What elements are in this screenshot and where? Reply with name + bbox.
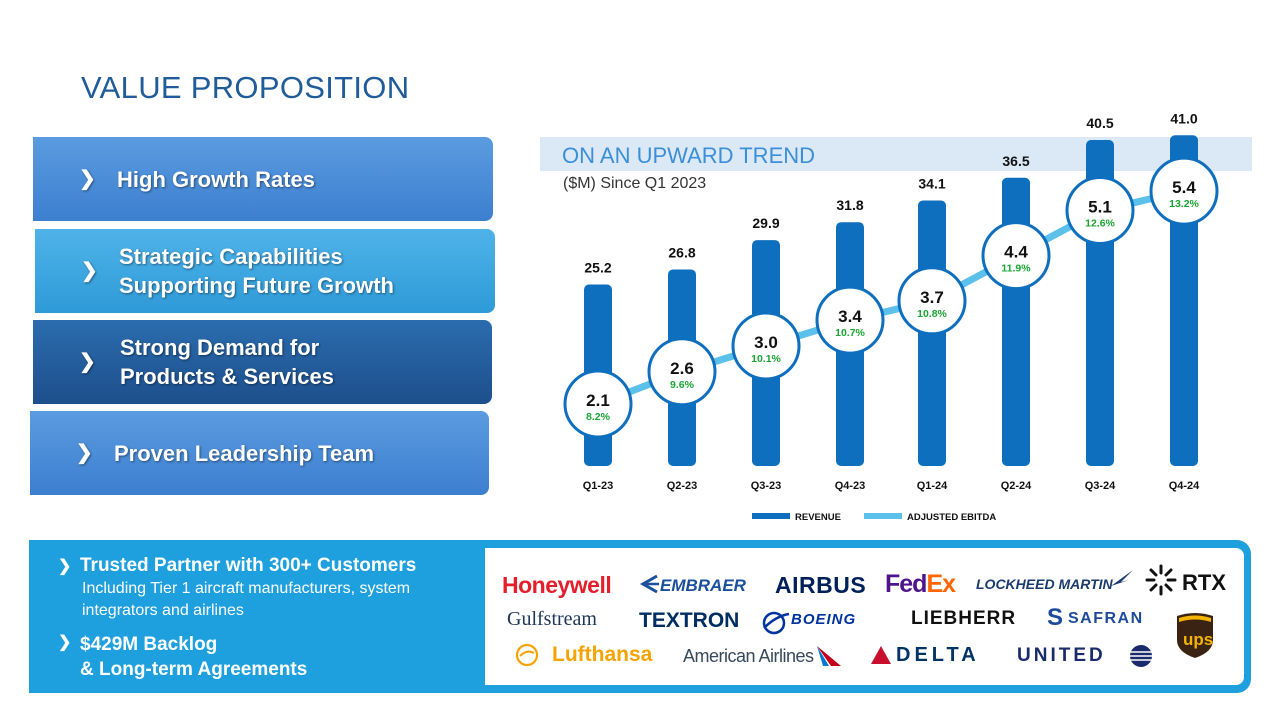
honeywell-logo: Honeywell <box>502 572 612 598</box>
revenue-label: 41.0 <box>1170 110 1197 126</box>
ebitda-point <box>647 337 717 407</box>
american-eagle-icon <box>817 646 841 666</box>
revenue-ebitda-chart: 25.2 Q1-23 26.8 Q2-23 29.9 Q3-23 31.8 Q4-23 34.1… <box>563 110 1219 523</box>
value-item-label-line1: Strategic Capabilities <box>119 244 343 269</box>
value-item-label: High Growth Rates <box>117 166 316 192</box>
category-label: Q2-24 <box>1001 480 1032 492</box>
textron-logo: TEXTRON <box>639 609 740 632</box>
ebitda-value-label: 4.4 <box>1004 243 1028 262</box>
ups-logo: ups <box>1183 630 1214 649</box>
ebitda-margin-label: 10.8% <box>917 308 947 320</box>
ebitda-point <box>815 285 885 355</box>
revenue-label: 34.1 <box>918 175 945 191</box>
ebitda-margin-label: 13.2% <box>1169 198 1199 210</box>
safran-logo: SAFRAN <box>1068 610 1144 627</box>
delta-logo: DELTA <box>896 644 980 666</box>
category-label: Q3-23 <box>751 480 782 492</box>
revenue-label: 25.2 <box>584 260 611 276</box>
ups-shield-icon <box>1177 613 1213 658</box>
embraer-arrow-icon <box>639 574 659 594</box>
ebitda-margin-label: 10.1% <box>751 353 781 365</box>
ebitda-value-label: 5.1 <box>1088 198 1112 217</box>
legend-ebitda-swatch <box>864 513 902 519</box>
ebitda-margin-label: 8.2% <box>586 411 611 423</box>
revenue-bar <box>1002 177 1030 466</box>
ebitda-point <box>981 221 1051 291</box>
ebitda-point <box>731 311 801 381</box>
chevron-right-icon: ❯ <box>79 167 96 190</box>
ebitda-value-label: 2.6 <box>670 359 694 378</box>
american-airlines-logo: American Airlines <box>683 646 814 666</box>
ebitda-value-label: 2.1 <box>586 391 610 410</box>
ebitda-point <box>897 266 967 336</box>
chevron-right-icon: ❯ <box>76 441 93 464</box>
ebitda-value-label: 3.4 <box>838 307 862 326</box>
customers-heading: Trusted Partner with 300+ Customers <box>80 555 417 576</box>
value-item-strong-demand: ❯ Strong Demand for Products & Services <box>33 320 492 404</box>
page-title: VALUE PROPOSITION <box>81 70 410 105</box>
liebherr-logo: LIEBHERR <box>911 608 1017 629</box>
value-item-label-line2: Supporting Future Growth <box>119 273 394 298</box>
chevron-right-icon: ❯ <box>79 350 96 373</box>
ebitda-margin-label: 12.6% <box>1085 218 1115 230</box>
ebitda-value-label: 3.7 <box>920 288 944 307</box>
customer-logos: Honeywell EMBRAER AIRBUS FedEx LOCKHEED … <box>485 548 1244 685</box>
revenue-label: 40.5 <box>1086 115 1113 131</box>
chart-subtitle: ($M) Since Q1 2023 <box>563 175 707 192</box>
value-item-label-line1: Strong Demand for <box>120 335 320 360</box>
trend-banner <box>540 137 1252 171</box>
ebitda-point <box>1065 176 1135 245</box>
ebitda-point <box>563 369 633 439</box>
united-globe-icon <box>1130 645 1152 667</box>
category-label: Q2-23 <box>667 480 698 492</box>
boeing-logo: BOEING <box>791 611 857 628</box>
lufthansa-logo: Lufthansa <box>552 643 653 666</box>
category-label: Q3-24 <box>1085 480 1116 492</box>
category-label: Q1-23 <box>583 480 614 492</box>
value-item-label: Proven Leadership Team <box>114 440 375 466</box>
fedex-logo: FedEx <box>885 570 956 598</box>
customers-subtext-line1: Including Tier 1 aircraft manufacturers,… <box>82 580 411 597</box>
lockheed-star-icon <box>1111 570 1133 586</box>
united-logo: UNITED <box>1017 645 1106 666</box>
boeing-globe-icon <box>762 611 790 635</box>
chevron-right-icon: ❯ <box>81 259 98 282</box>
chart-title: ON AN UPWARD TREND <box>562 143 816 168</box>
backlog-heading-line1: $429M Backlog <box>80 634 218 655</box>
revenue-label: 29.9 <box>752 215 779 231</box>
ebitda-value-label: 3.0 <box>754 333 778 352</box>
legend-revenue-swatch <box>752 513 790 519</box>
lufthansa-crane-icon <box>515 643 539 667</box>
embraer-logo: EMBRAER <box>660 576 746 595</box>
value-item-strategic-capabilities: ❯ Strategic Capabilities Supporting Futu… <box>35 229 495 313</box>
value-item-leadership: ❯ Proven Leadership Team <box>30 411 489 495</box>
ebitda-value-label: 5.4 <box>1172 178 1196 197</box>
airbus-logo: AIRBUS <box>775 572 867 598</box>
gulfstream-logo: Gulfstream <box>507 608 597 630</box>
value-item-high-growth: ❯ High Growth Rates <box>33 137 493 221</box>
rtx-logo: RTX <box>1182 570 1226 595</box>
rtx-burst-icon <box>1145 564 1177 596</box>
backlog-heading-line2: & Long-term Agreements <box>80 659 308 680</box>
customers-subtext-line2: integrators and airlines <box>82 602 244 619</box>
revenue-label: 36.5 <box>1002 153 1029 169</box>
lockheed-martin-logo: LOCKHEED MARTIN <box>976 576 1113 592</box>
chevron-right-icon: ❯ <box>58 558 72 575</box>
ebitda-margin-label: 9.6% <box>670 379 695 391</box>
delta-triangle-icon <box>871 646 891 664</box>
ebitda-point <box>1149 156 1219 226</box>
category-label: Q4-23 <box>835 480 866 492</box>
legend-ebitda-label: ADJUSTED EBITDA <box>907 512 996 523</box>
chevron-right-icon: ❯ <box>58 634 72 651</box>
ebitda-margin-label: 11.9% <box>1001 263 1031 275</box>
revenue-label: 26.8 <box>668 244 695 260</box>
ebitda-margin-label: 10.7% <box>835 327 865 339</box>
value-item-label-line2: Products & Services <box>120 364 334 389</box>
revenue-label: 31.8 <box>836 197 863 213</box>
safran-s-icon: S <box>1047 604 1064 631</box>
legend-revenue-label: REVENUE <box>795 512 841 523</box>
category-label: Q1-24 <box>917 480 948 492</box>
category-label: Q4-24 <box>1169 480 1200 492</box>
